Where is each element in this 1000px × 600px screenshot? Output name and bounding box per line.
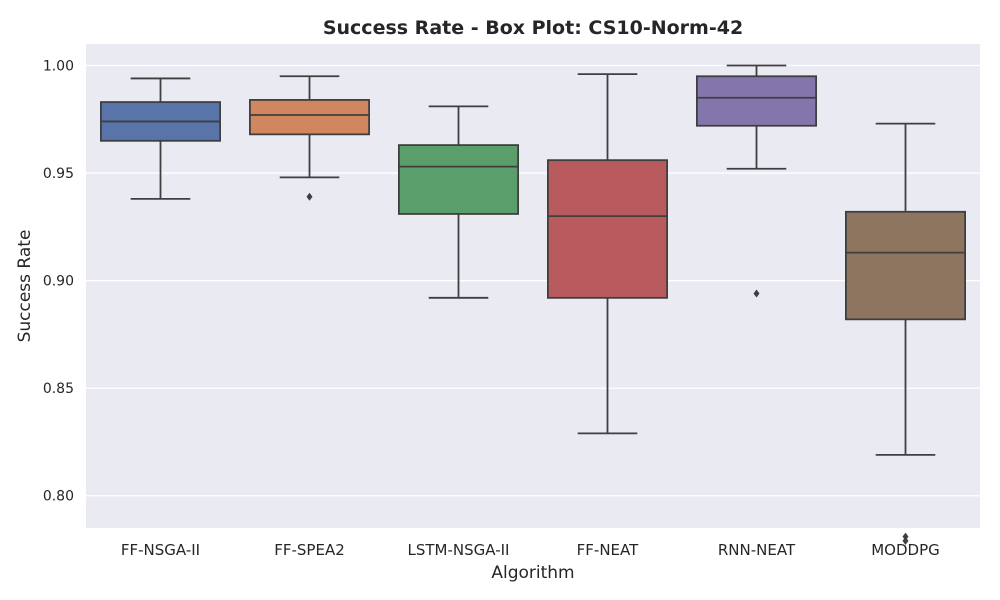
outlier-point bbox=[306, 192, 313, 201]
outlier-point bbox=[902, 532, 909, 541]
chart-title: Success Rate - Box Plot: CS10-Norm-42 bbox=[323, 17, 743, 39]
plot-area: 0.80 0.85 0.90 0.95 1.00 FF-NSGA-II FF-SPEA2 LS… bbox=[43, 44, 980, 559]
iqr-box bbox=[248, 99, 370, 136]
box-group-ff-spea2 bbox=[248, 75, 370, 201]
iqr-box bbox=[397, 144, 519, 215]
x-tick-label: LSTM-NSGA-II bbox=[408, 541, 510, 559]
x-tick-label: FF-SPEA2 bbox=[274, 541, 345, 559]
box-group-rnn-neat bbox=[696, 64, 818, 298]
box-group-lstm-nsga-ii bbox=[397, 105, 519, 299]
x-tick-label: MODDPG bbox=[871, 541, 940, 559]
box-group-moddpg bbox=[845, 122, 967, 545]
iqr-box bbox=[547, 159, 669, 299]
iqr-box bbox=[845, 210, 967, 321]
y-tick-label: 0.95 bbox=[43, 166, 74, 182]
x-tick-label: FF-NSGA-II bbox=[121, 541, 200, 559]
iqr-box bbox=[696, 75, 818, 127]
y-tick-label: 1.00 bbox=[43, 59, 74, 75]
y-tick-label: 0.85 bbox=[43, 381, 74, 397]
outlier-point bbox=[753, 289, 760, 298]
box-group-ff-neat bbox=[547, 73, 669, 435]
outlier-point bbox=[902, 536, 909, 545]
x-axis-label: Algorithm bbox=[491, 563, 574, 583]
y-tick-label: 0.80 bbox=[43, 489, 74, 505]
x-tick-label: FF-NEAT bbox=[577, 541, 639, 559]
x-tick-label: RNN-NEAT bbox=[718, 541, 796, 559]
plot-background bbox=[86, 44, 980, 528]
y-axis-label: Success Rate bbox=[15, 230, 35, 343]
y-tick-label: 0.90 bbox=[43, 274, 74, 290]
box-group-ff-nsga-ii bbox=[100, 77, 221, 200]
